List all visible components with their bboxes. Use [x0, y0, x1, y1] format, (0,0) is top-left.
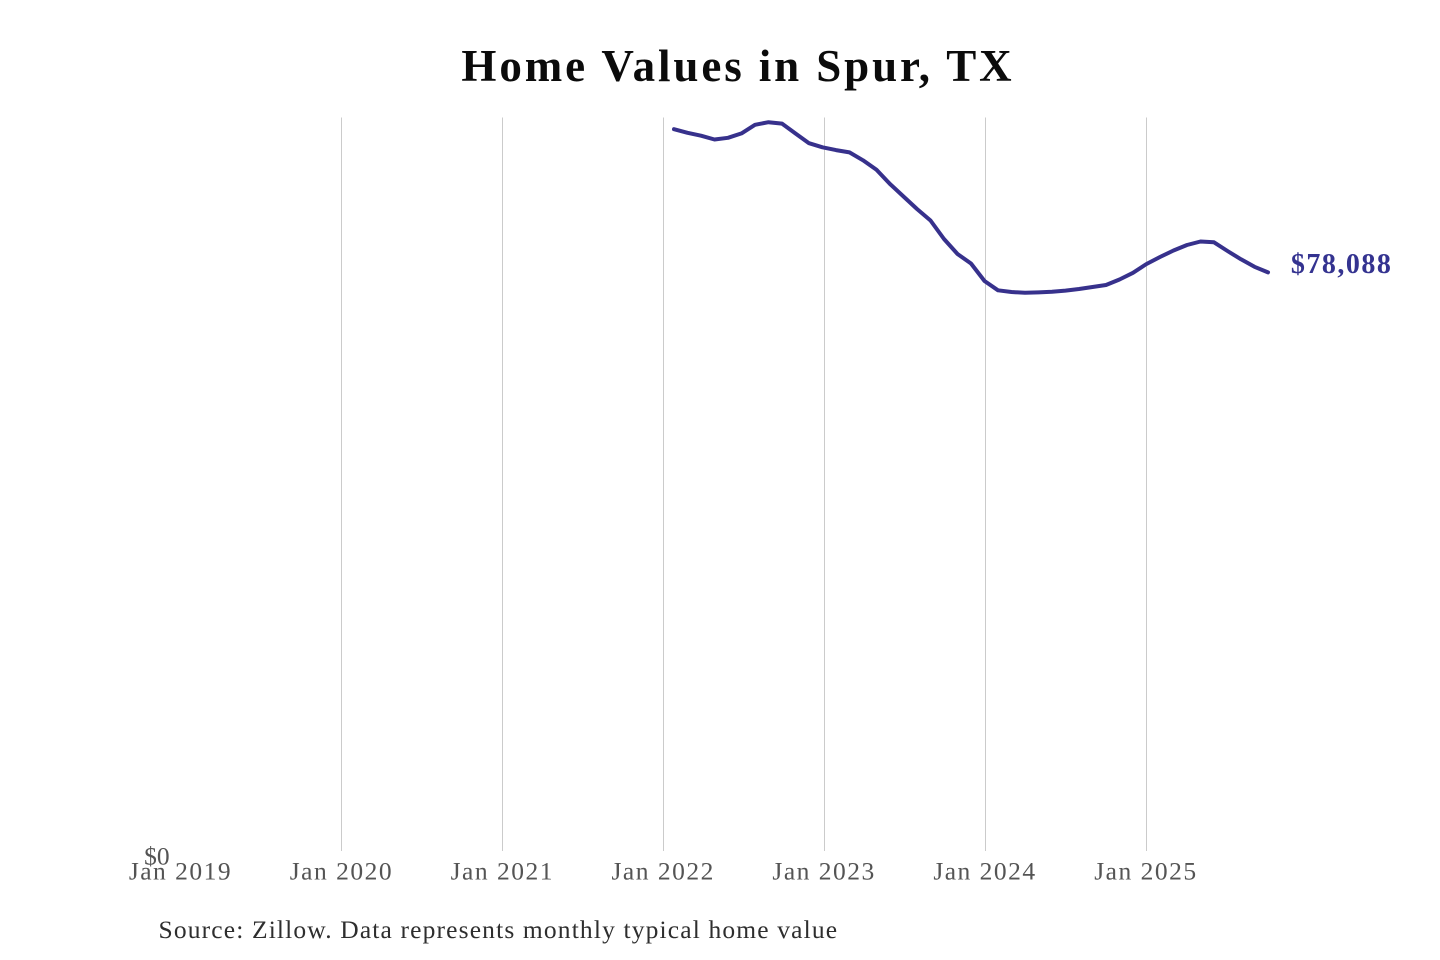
svg-text:Jan 2022: Jan 2022: [612, 857, 715, 886]
svg-text:Jan 2024: Jan 2024: [933, 857, 1036, 886]
svg-text:Home Values in Spur, TX: Home Values in Spur, TX: [461, 41, 1014, 91]
svg-text:Jan 2019: Jan 2019: [129, 857, 232, 886]
svg-text:$78,088: $78,088: [1291, 249, 1393, 280]
svg-text:Jan 2025: Jan 2025: [1094, 857, 1197, 886]
svg-text:Jan 2023: Jan 2023: [772, 857, 875, 886]
svg-text:Source: Zillow. Data represent: Source: Zillow. Data represents monthly …: [159, 915, 839, 944]
svg-text:$0: $0: [144, 842, 170, 871]
svg-text:Jan 2020: Jan 2020: [290, 857, 393, 886]
svg-text:Jan 2021: Jan 2021: [451, 857, 554, 886]
